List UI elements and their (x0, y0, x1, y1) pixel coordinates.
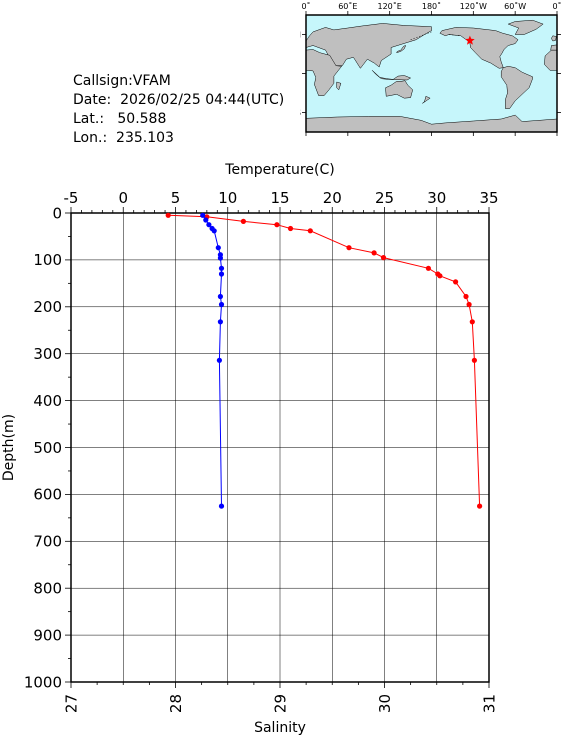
temperature-data-point (463, 293, 469, 300)
left-axis-tick-label: 0 (52, 204, 62, 222)
land-indonesia (372, 70, 412, 81)
temperature-data-point (425, 265, 431, 271)
temperature-data-point (466, 301, 472, 308)
salinity-data-point (203, 217, 209, 223)
date-text: Date: 2026/02/25 04:44(UTC) (73, 92, 285, 108)
bottom-axis-tick-label: 28 (167, 694, 185, 713)
map-lon-label: 0˚ (301, 1, 310, 11)
map-dashed-line (410, 31, 461, 40)
land-madagascar (336, 81, 342, 91)
salinity-data-point (218, 503, 225, 509)
temperature-series-line (168, 214, 481, 507)
top-axis-tick-label: 20 (323, 189, 342, 207)
map-lon-label: 60˚E (338, 1, 357, 11)
land-south-america (500, 66, 533, 109)
temperature-data-point (471, 357, 477, 363)
left-axis-tick-label: 100 (33, 251, 62, 269)
salinity-data-point (218, 265, 225, 271)
land-new-zealand (422, 95, 431, 104)
left-axis-tick-label: 800 (33, 579, 62, 597)
top-axis-tick-label: 15 (270, 189, 289, 207)
salinity-data-point (217, 293, 223, 300)
longitude-text: Lon.: 235.103 (73, 130, 174, 146)
salinity-data-point (217, 319, 223, 325)
callsign-text: Callsign:VFAM (73, 73, 171, 89)
top-axis-tick-label: 25 (375, 189, 394, 207)
bottom-axis-tick-label: 29 (271, 694, 289, 713)
map-lon-label: 0˚ (552, 1, 561, 11)
salinity-data-point (217, 255, 223, 261)
temperature-data-point (469, 319, 475, 325)
latitude-text: Lat.: 50.588 (73, 111, 167, 127)
left-axis-tick-label: 200 (33, 298, 62, 316)
temperature-data-point (477, 503, 483, 509)
station-info: Callsign:VFAM Date: 2026/02/25 04:44(UTC… (73, 72, 284, 148)
bottom-axis-tick-label: 27 (62, 694, 80, 713)
map-lat-label: 0˚ (300, 69, 301, 79)
map-lon-label: 120˚E (378, 1, 402, 11)
bottom-axis-title: Salinity (254, 720, 306, 736)
location-map: 0˚ 60˚E 120˚E 180˚ 120˚W 60˚W 0˚ 60˚N 0˚ 60˚S (300, 1, 562, 136)
bottom-axis-tick-label: 30 (376, 694, 394, 713)
land-greenland (507, 19, 544, 35)
temperature-data-point (307, 228, 313, 234)
salinity-data-point (200, 212, 206, 218)
temperature-data-point (240, 218, 246, 224)
map-lon-label: 180˚ (422, 1, 441, 11)
map-lat-label: 60˚N (300, 30, 301, 40)
temperature-data-point (287, 225, 294, 232)
land-eurasia (305, 23, 432, 69)
temperature-data-point (165, 212, 171, 218)
map-lon-label: 120˚W (460, 1, 487, 11)
top-axis-tick-label: -5 (64, 189, 79, 207)
land-uk (551, 35, 557, 42)
temperature-data-point (371, 250, 377, 256)
left-axis-tick-label: 300 (33, 345, 62, 363)
map-lon-label: 60˚W (504, 1, 526, 11)
temperature-data-point (380, 255, 387, 261)
left-axis-tick-label: 1000 (24, 673, 62, 691)
top-axis-tick-label: 35 (479, 189, 498, 207)
top-axis-tick-label: 10 (218, 189, 237, 207)
left-axis-tick-label: 900 (33, 626, 62, 644)
land-australia (385, 80, 413, 99)
temperature-data-point (437, 273, 443, 279)
salinity-data-point (211, 228, 217, 234)
land-japan (396, 45, 407, 54)
left-axis-tick-label: 400 (33, 392, 62, 410)
salinity-data-point (206, 222, 212, 228)
temperature-data-point (346, 245, 352, 251)
salinity-data-point (215, 245, 221, 251)
left-axis-title: Depth(m) (1, 414, 17, 481)
top-axis-tick-label: 5 (171, 189, 181, 207)
salinity-data-point (218, 271, 225, 277)
station-marker (465, 35, 475, 45)
map-lat-label: 60˚S (300, 108, 301, 118)
top-axis-tick-label: 30 (427, 189, 446, 207)
salinity-data-point (216, 357, 222, 363)
top-axis-tick-label: 0 (118, 189, 128, 207)
salinity-data-point (218, 301, 225, 308)
left-axis-tick-label: 600 (33, 486, 62, 504)
top-axis-title: Temperature(C) (224, 162, 334, 178)
bottom-axis-tick-label: 31 (480, 694, 498, 713)
temperature-data-point (274, 222, 280, 228)
land-iberia (550, 44, 558, 51)
left-axis-tick-label: 500 (33, 439, 62, 457)
land-africa (305, 49, 343, 96)
temperature-data-point (453, 279, 459, 285)
left-axis-tick-label: 700 (33, 533, 62, 551)
